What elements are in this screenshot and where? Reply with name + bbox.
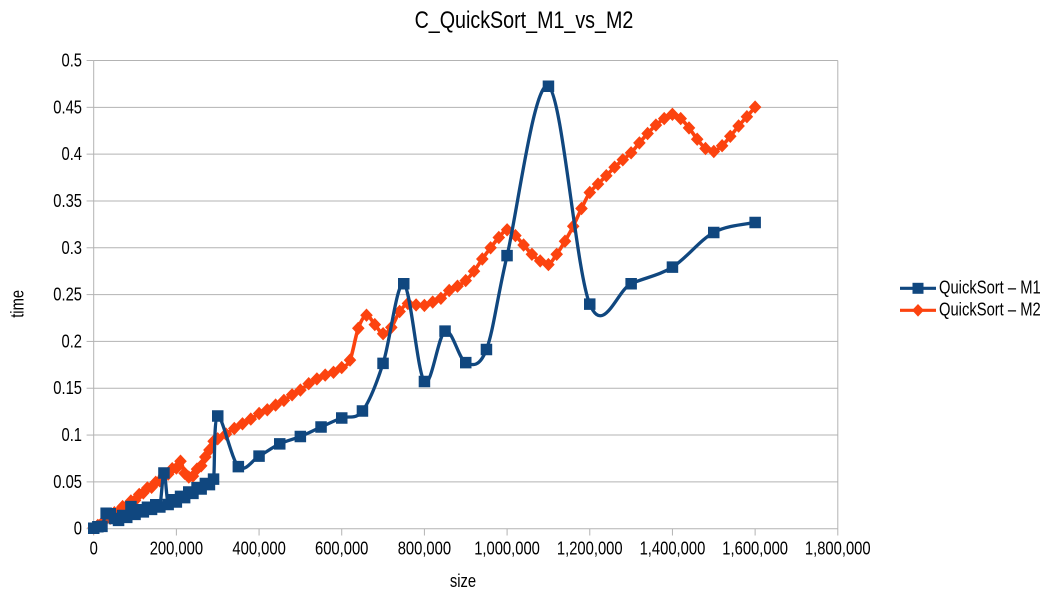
svg-text:QuickSort – M2: QuickSort – M2 bbox=[939, 299, 1041, 319]
svg-text:400,000: 400,000 bbox=[232, 538, 285, 558]
svg-text:0.25: 0.25 bbox=[53, 285, 82, 305]
svg-text:1,400,000: 1,400,000 bbox=[640, 538, 706, 558]
svg-text:0.5: 0.5 bbox=[62, 51, 83, 71]
svg-text:1,000,000: 1,000,000 bbox=[474, 538, 540, 558]
svg-text:0.1: 0.1 bbox=[62, 425, 83, 445]
svg-text:0.2: 0.2 bbox=[62, 331, 83, 351]
svg-text:0.15: 0.15 bbox=[53, 378, 82, 398]
svg-text:0.45: 0.45 bbox=[53, 97, 82, 117]
svg-text:200,000: 200,000 bbox=[150, 538, 203, 558]
svg-text:0: 0 bbox=[74, 519, 82, 539]
svg-text:QuickSort – M1: QuickSort – M1 bbox=[939, 277, 1041, 297]
svg-text:0.4: 0.4 bbox=[62, 144, 83, 164]
svg-text:1,800,000: 1,800,000 bbox=[805, 538, 871, 558]
svg-text:time: time bbox=[8, 290, 28, 318]
svg-text:800,000: 800,000 bbox=[398, 538, 451, 558]
svg-text:0: 0 bbox=[90, 538, 98, 558]
svg-text:0.35: 0.35 bbox=[53, 191, 82, 211]
svg-text:600,000: 600,000 bbox=[315, 538, 368, 558]
svg-text:C_QuickSort_M1_vs_M2: C_QuickSort_M1_vs_M2 bbox=[415, 7, 634, 34]
svg-text:1,600,000: 1,600,000 bbox=[722, 538, 788, 558]
svg-text:0.05: 0.05 bbox=[53, 472, 82, 492]
svg-text:1,200,000: 1,200,000 bbox=[557, 538, 623, 558]
svg-text:0.3: 0.3 bbox=[62, 238, 83, 258]
svg-text:size: size bbox=[450, 571, 476, 591]
